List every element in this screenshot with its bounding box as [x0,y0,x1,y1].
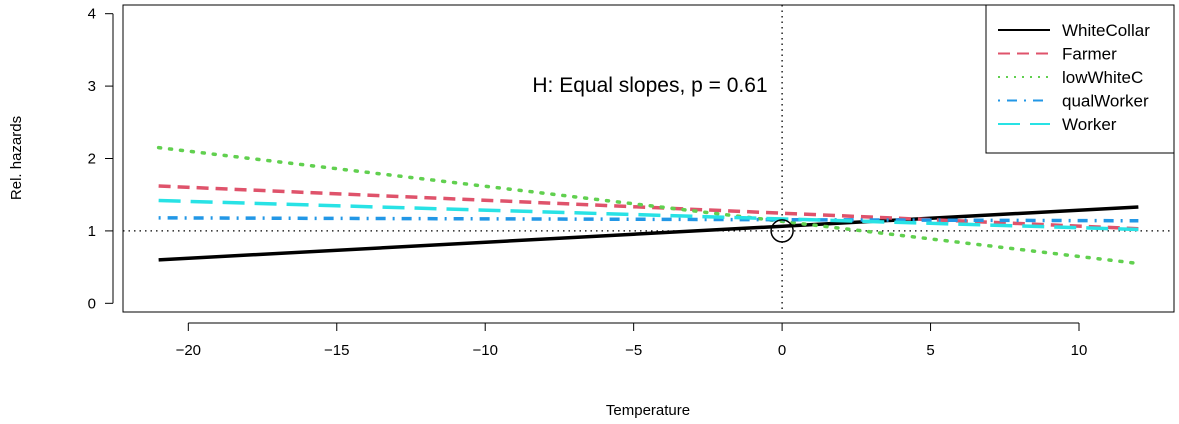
x-tick-label: −15 [324,342,349,359]
y-tick-label: 4 [88,6,96,23]
x-tick-label: 0 [778,342,786,359]
x-tick-label: −10 [472,342,497,359]
series-line-qualworker [158,216,1139,223]
y-tick-label: 3 [88,78,96,95]
reference-point-marker [770,219,794,243]
legend-label-lowwhitec: lowWhiteC [1062,68,1143,87]
plot-frame [122,4,1175,313]
y-tick-label: 1 [88,223,96,240]
legend-label-whitecollar: WhiteCollar [1062,21,1150,40]
x-tick-label: 5 [926,342,934,359]
x-tick-label: −5 [625,342,642,359]
y-tick-label: 2 [88,151,96,168]
legend: WhiteCollar Farmer lowWhiteC qualWorker Work… [985,4,1175,154]
y-axis-label: Rel. hazards [8,116,25,200]
series-line-worker [158,198,1139,232]
series-line-whitecollar [158,205,1139,262]
x-tick-label: −20 [176,342,201,359]
series-line-farmer [158,184,1139,231]
x-tick-label: 10 [1071,342,1088,359]
y-tick-label: 0 [88,295,96,312]
legend-label-farmer: Farmer [1062,45,1117,64]
legend-label-qualworker: qualWorker [1062,92,1149,111]
series-line-lowwhitec [156,145,1141,266]
legend-label-worker: Worker [1062,115,1117,134]
x-axis-label: Temperature [606,402,690,419]
annotation-text: H: Equal slopes, p = 0.61 [532,74,767,97]
